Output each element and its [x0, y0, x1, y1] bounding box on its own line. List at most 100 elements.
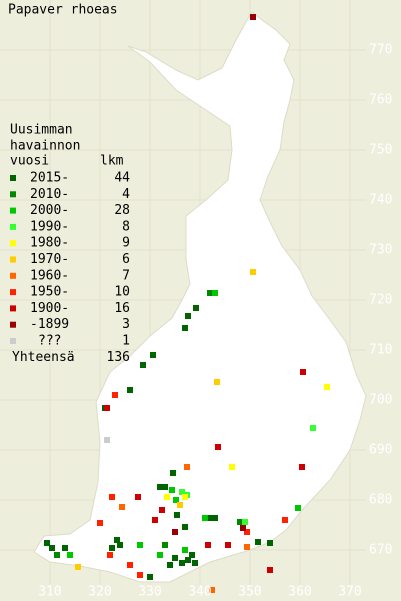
y-tick-label: 770 — [369, 43, 392, 58]
observation — [174, 512, 180, 518]
legend-heading: vuosi — [10, 154, 49, 169]
observation — [250, 14, 256, 20]
observation — [157, 484, 163, 490]
observation — [112, 392, 118, 398]
observation — [173, 497, 179, 503]
observation — [104, 437, 110, 443]
legend-swatch — [10, 191, 16, 198]
observation — [205, 542, 211, 548]
title: Papaver rhoeas — [8, 3, 118, 18]
observation — [299, 464, 305, 470]
legend-count: 28 — [114, 203, 130, 218]
legend-swatch — [10, 240, 16, 247]
observation — [300, 369, 306, 375]
legend-swatch — [10, 321, 16, 328]
observation — [182, 325, 188, 331]
legend-swatch — [10, 207, 16, 214]
legend-count: 16 — [114, 301, 130, 316]
observation — [127, 387, 133, 393]
x-tick-label: 320 — [88, 585, 111, 600]
observation — [237, 519, 243, 525]
observation — [97, 520, 103, 526]
legend-label: 1960- — [30, 268, 69, 283]
observation — [109, 545, 115, 551]
observation — [62, 545, 68, 551]
observation — [177, 502, 183, 508]
observation — [192, 560, 198, 566]
y-tick-label: 730 — [369, 243, 392, 258]
x-tick-label: 360 — [288, 585, 311, 600]
observation — [140, 362, 146, 368]
legend-label: 2015- — [30, 171, 69, 186]
observation — [172, 555, 178, 561]
x-tick-label: 370 — [338, 585, 361, 600]
observation — [267, 567, 273, 573]
observation — [170, 470, 176, 476]
observation — [164, 494, 170, 500]
observation — [182, 494, 188, 500]
legend-swatch — [10, 223, 16, 230]
observation — [202, 515, 208, 521]
observation — [250, 269, 256, 275]
legend-count: 44 — [114, 171, 130, 186]
finland-outline — [33, 11, 367, 583]
observation — [193, 305, 199, 311]
observation — [157, 552, 163, 558]
observation — [185, 313, 191, 319]
observation — [295, 505, 301, 511]
observation — [117, 542, 123, 548]
observation — [182, 524, 188, 530]
legend-count-heading: lkm — [100, 154, 124, 169]
observation — [119, 504, 125, 510]
observation — [159, 507, 165, 513]
observation — [240, 525, 246, 531]
legend-swatch — [10, 289, 16, 296]
legend-count: 3 — [122, 317, 130, 332]
observation — [75, 564, 81, 570]
legend-label: 1980- — [30, 236, 69, 251]
observation — [215, 444, 221, 450]
x-tick-label: 340 — [188, 585, 211, 600]
legend-count: 4 — [122, 187, 130, 202]
observation — [242, 519, 248, 525]
observations — [44, 14, 330, 593]
observation — [214, 379, 220, 385]
observation — [255, 539, 261, 545]
observation — [207, 515, 213, 521]
observation — [182, 547, 188, 553]
legend-heading: havainnon — [10, 139, 80, 154]
legend-heading: Uusimman — [10, 123, 73, 138]
y-tick-label: 690 — [369, 443, 392, 458]
observation — [147, 574, 153, 580]
observation — [49, 545, 55, 551]
legend-count: 8 — [122, 219, 130, 234]
observation — [244, 529, 250, 535]
observation — [244, 544, 250, 550]
legend-count: 9 — [122, 236, 130, 251]
observation — [109, 494, 115, 500]
y-tick-label: 740 — [369, 193, 392, 208]
observation — [44, 540, 50, 546]
observation — [189, 552, 195, 558]
legend-swatch — [10, 305, 16, 312]
legend: 2015- 44 2010- 4 2000- 28 1990- 8 1980- 9 1970- 6 19… — [10, 171, 130, 365]
legend-label: 2000- — [30, 203, 69, 218]
legend-label: 2010- — [30, 187, 69, 202]
observation — [179, 560, 185, 566]
observation — [212, 290, 218, 296]
legend-swatch — [10, 338, 16, 344]
observation — [114, 537, 120, 543]
observation — [310, 425, 316, 431]
total-count: 136 — [107, 350, 130, 365]
observation — [324, 384, 330, 390]
legend-count: 1 — [122, 334, 130, 349]
legend-count: 7 — [122, 268, 130, 283]
observation — [212, 515, 218, 521]
observation — [127, 562, 133, 568]
observation — [162, 542, 168, 548]
legend-label: -1899 — [30, 317, 69, 332]
y-tick-label: 720 — [369, 293, 392, 308]
legend-label: 1990- — [30, 219, 69, 234]
observation — [172, 529, 178, 535]
